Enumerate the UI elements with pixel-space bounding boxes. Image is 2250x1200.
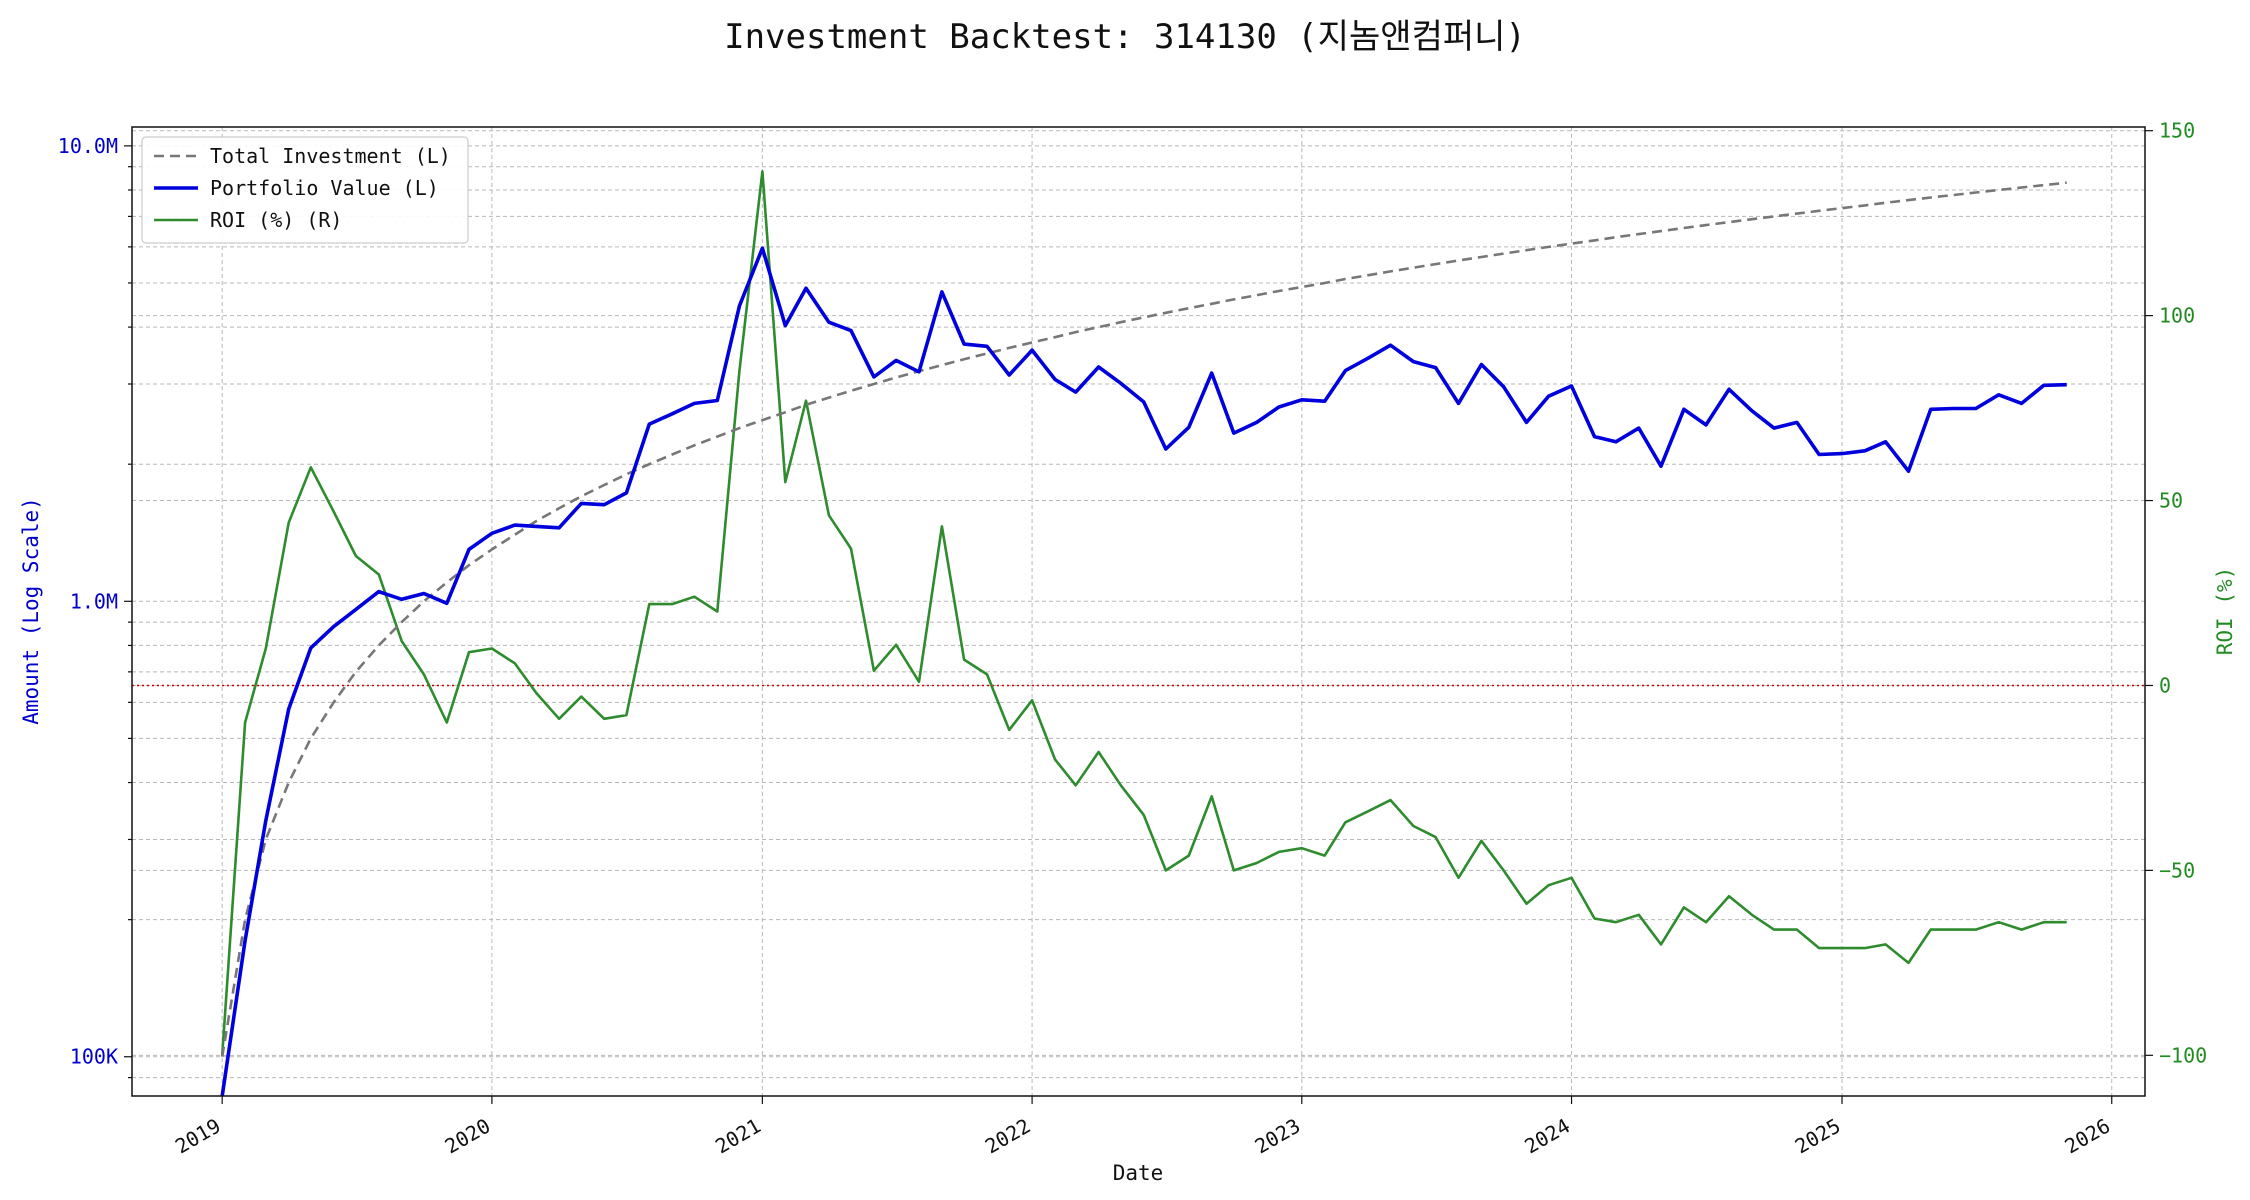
x-tick-label: 2025 (1791, 1114, 1845, 1159)
legend-label: ROI (%) (R) (210, 208, 342, 232)
x-tick-label: 2026 (2061, 1114, 2115, 1159)
x-tick-label: 2021 (711, 1114, 765, 1159)
plot-area (132, 170, 2145, 1097)
right-tick-label: −50 (2159, 858, 2195, 882)
right-tick-label: 0 (2159, 673, 2171, 697)
legend-label: Portfolio Value (L) (210, 176, 439, 200)
legend-label: Total Investment (L) (210, 144, 451, 168)
legend-box (141, 136, 469, 244)
legend: Total Investment (L) Portfolio Value (L) R… (141, 136, 469, 244)
right-axis-label: ROI (%) (2213, 567, 2237, 656)
total-investment-line (220, 181, 2067, 1057)
right-tick-label: 150 (2159, 119, 2195, 143)
left-axis: 100K 1.0M 10.0M (58, 134, 132, 1079)
plot-frame (131, 126, 2146, 1097)
left-tick-label: 1.0M (70, 589, 118, 613)
left-axis-label: Amount (Log Scale) (19, 497, 43, 725)
x-tick-label: 2020 (441, 1114, 495, 1159)
chart-title: Investment Backtest: 314130 (지놈앤컴퍼니) (724, 17, 1526, 57)
x-axis-label: Date (1113, 1161, 1164, 1185)
x-tick-label: 2024 (1520, 1114, 1574, 1159)
x-tick-label: 2019 (171, 1114, 225, 1159)
x-tick-label: 2023 (1251, 1114, 1305, 1159)
portfolio-value-line (220, 246, 2067, 1097)
right-tick-label: 50 (2159, 489, 2183, 513)
left-tick-label: 10.0M (58, 134, 118, 158)
gridlines (132, 127, 2145, 1096)
roi-line (220, 170, 2067, 1056)
right-tick-label: −100 (2159, 1043, 2207, 1067)
right-axis: 150 100 50 0 −50 −100 (2145, 119, 2207, 1067)
x-axis: 2019 2020 2021 2022 2023 2024 2025 2026 (171, 1096, 2114, 1158)
left-tick-label: 100K (70, 1045, 118, 1069)
x-tick-label: 2022 (981, 1114, 1035, 1159)
right-tick-label: 100 (2159, 304, 2195, 328)
